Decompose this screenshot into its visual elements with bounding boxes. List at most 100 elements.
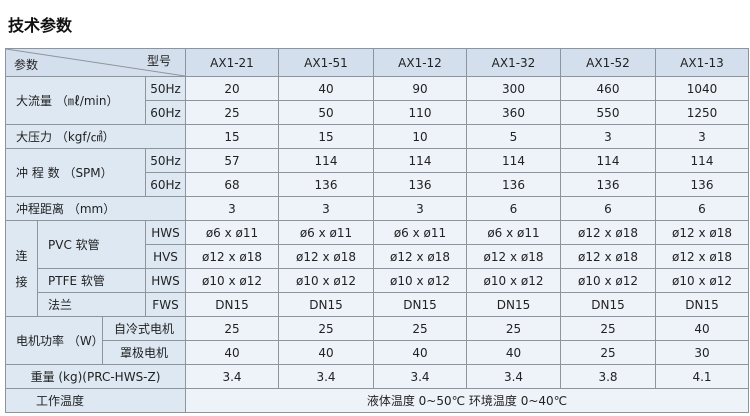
table-row: PTFE 软管 HWS ø10 x ø12 ø10 x ø12 ø10 x ø12 ø10…: [6, 268, 749, 293]
value-cell: ø12 x ø18: [373, 244, 467, 269]
value-cell: 3: [373, 196, 467, 221]
model-header: AX1-13: [655, 48, 749, 77]
ptfe-label: PTFE 软管: [37, 268, 146, 293]
header-corner: 参数 型号: [5, 48, 186, 77]
value-cell: 40: [655, 316, 749, 341]
value-cell: 1040: [655, 76, 749, 101]
frequency-label: 50Hz: [145, 76, 186, 101]
table-row: 冲程距离 （mm） 3 3 3 6 6 6: [5, 196, 749, 221]
value-cell: 114: [560, 148, 656, 173]
weight-label: 重量 (kg)(PRC-HWS-Z): [5, 364, 186, 389]
code-label: FWS: [145, 292, 186, 317]
value-cell: ø12 x ø18: [560, 220, 656, 245]
value-cell: 25: [185, 316, 279, 341]
value-cell: 3: [655, 124, 749, 149]
value-cell: 15: [278, 124, 374, 149]
temp-label: 工作温度: [5, 388, 186, 413]
frequency-label: 60Hz: [145, 100, 186, 125]
model-header: AX1-52: [560, 48, 656, 77]
value-cell: 25: [185, 100, 279, 125]
value-cell: 3: [560, 124, 656, 149]
spm-label: 冲 程 数 （SPM）: [5, 148, 146, 197]
model-label: 型号: [146, 54, 171, 68]
table-row: 罩极电机 40 40 40 40 25 30: [6, 340, 749, 365]
value-cell: 10: [373, 124, 467, 149]
value-cell: DN15: [185, 292, 279, 317]
value-cell: 114: [373, 148, 467, 173]
value-cell: 25: [560, 340, 656, 365]
value-cell: 136: [278, 172, 374, 197]
value-cell: 6: [466, 196, 561, 221]
value-cell: ø10 x ø12: [560, 268, 656, 293]
value-cell: 460: [560, 76, 656, 101]
connection-label-1: 连: [15, 248, 28, 263]
motor-type-label: 自冷式电机: [102, 316, 186, 341]
value-cell: ø12 x ø18: [466, 244, 561, 269]
value-cell: 114: [466, 148, 561, 173]
value-cell: ø12 x ø18: [560, 244, 656, 269]
value-cell: 25: [278, 316, 374, 341]
value-cell: 30: [655, 340, 749, 365]
value-cell: 25: [373, 316, 467, 341]
flange-label: 法兰: [37, 292, 146, 317]
value-cell: 3.8: [560, 364, 656, 389]
value-cell: ø10 x ø12: [278, 268, 374, 293]
flow-label: 大流量 （㎖/min）: [5, 76, 146, 125]
value-cell: 40: [278, 76, 374, 101]
value-cell: 550: [560, 100, 656, 125]
param-label: 参数: [14, 58, 39, 72]
value-cell: 90: [373, 76, 467, 101]
connection-label: 连接: [5, 220, 38, 317]
table-row: 工作温度 液体温度 0~50℃ 环境温度 0~40℃: [5, 388, 749, 413]
value-cell: 40: [185, 340, 279, 365]
value-cell: 25: [560, 316, 656, 341]
value-cell: ø6 x ø11: [373, 220, 467, 245]
value-cell: 3.4: [185, 364, 279, 389]
value-cell: 114: [655, 148, 749, 173]
model-header: AX1-32: [466, 48, 561, 77]
spec-table: 参数 型号 AX1-21 AX1-51 AX1-12 AX1-32 AX1-52 AX1-1…: [5, 48, 749, 413]
value-cell: 40: [466, 340, 561, 365]
value-cell: 300: [466, 76, 561, 101]
model-header: AX1-21: [185, 48, 279, 77]
value-cell: 5: [466, 124, 561, 149]
connection-label-2: 接: [15, 274, 28, 289]
value-cell: DN15: [560, 292, 656, 317]
value-cell: 3: [278, 196, 374, 221]
table-row: 电机功率 （W） 自冷式电机 25 25 25 25 25 40: [5, 316, 749, 365]
value-cell: 136: [560, 172, 656, 197]
value-cell: ø10 x ø12: [185, 268, 279, 293]
value-cell: 40: [373, 340, 467, 365]
value-cell: 4.1: [655, 364, 749, 389]
value-cell: DN15: [655, 292, 749, 317]
value-cell: 25: [466, 316, 561, 341]
value-cell: 136: [373, 172, 467, 197]
value-cell: 360: [466, 100, 561, 125]
value-cell: 136: [466, 172, 561, 197]
value-cell: DN15: [466, 292, 561, 317]
value-cell: 114: [278, 148, 374, 173]
header-row: 参数 型号 AX1-21 AX1-51 AX1-12 AX1-32 AX1-52 AX1-1…: [5, 48, 749, 77]
value-cell: ø6 x ø11: [466, 220, 561, 245]
value-cell: ø6 x ø11: [278, 220, 374, 245]
pressure-label: 大压力 （kgf/㎠）: [5, 124, 186, 149]
model-header: AX1-12: [373, 48, 467, 77]
value-cell: 3.4: [466, 364, 561, 389]
table-row: 重量 (kg)(PRC-HWS-Z) 3.4 3.4 3.4 3.4 3.8 4.1: [5, 364, 749, 389]
value-cell: DN15: [278, 292, 374, 317]
value-cell: 20: [185, 76, 279, 101]
table-row: HVS ø12 x ø18 ø12 x ø18 ø12 x ø18 ø12 x ø18 ø…: [6, 244, 749, 269]
value-cell: 136: [655, 172, 749, 197]
table-row: 大压力 （kgf/㎠） 15 15 10 5 3 3: [5, 124, 749, 149]
table-row: 连接 PVC 软管 HWS ø6 x ø11 ø6 x ø11 ø6 x ø11 ø6 x …: [5, 220, 749, 317]
table-row: 法兰 FWS DN15 DN15 DN15 DN15 DN15 DN15: [6, 292, 749, 317]
value-cell: ø10 x ø12: [466, 268, 561, 293]
value-cell: ø12 x ø18: [278, 244, 374, 269]
value-cell: 110: [373, 100, 467, 125]
value-cell: 50: [278, 100, 374, 125]
model-header: AX1-51: [278, 48, 374, 77]
frequency-label: 50Hz: [145, 148, 186, 173]
value-cell: 6: [560, 196, 656, 221]
code-label: HWS: [145, 268, 186, 293]
value-cell: 3.4: [278, 364, 374, 389]
